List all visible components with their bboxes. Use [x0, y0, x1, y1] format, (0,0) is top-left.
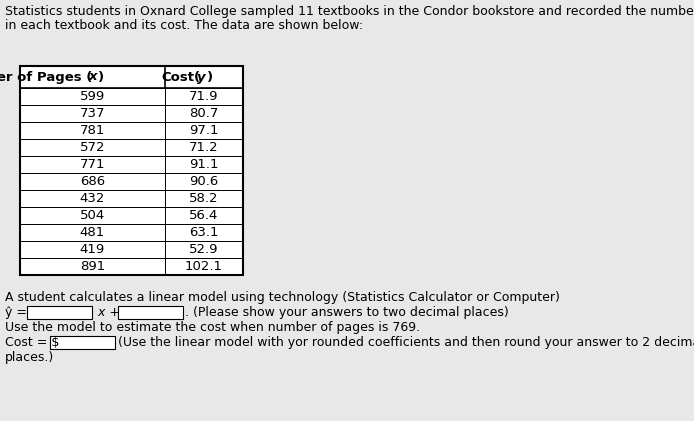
Text: 90.6: 90.6	[189, 175, 219, 188]
Text: Number of Pages (: Number of Pages (	[0, 70, 92, 83]
Text: 599: 599	[80, 90, 105, 103]
Text: 481: 481	[80, 226, 105, 239]
Text: 432: 432	[80, 192, 105, 205]
Bar	[20, 139, 243, 156]
Text: 80.7: 80.7	[189, 107, 219, 120]
Text: 737: 737	[80, 107, 105, 120]
Bar	[20, 105, 243, 122]
Bar	[20, 224, 243, 241]
Text: 97.1: 97.1	[189, 124, 219, 137]
Bar	[20, 66, 243, 275]
Text: (Use the linear model with yor rounded coefficients and then round your answer t: (Use the linear model with yor rounded c…	[118, 336, 694, 349]
Bar	[20, 122, 243, 139]
Text: 91.1: 91.1	[189, 158, 219, 171]
Bar	[20, 156, 243, 173]
Text: 52.9: 52.9	[189, 243, 219, 256]
Bar	[20, 190, 243, 207]
Text: 71.2: 71.2	[189, 141, 219, 154]
Text: 572: 572	[80, 141, 105, 154]
Text: x: x	[88, 70, 96, 83]
Text: ŷ =: ŷ =	[5, 306, 31, 319]
Text: 771: 771	[80, 158, 105, 171]
Text: A student calculates a linear model using technology (Statistics Calculator or C: A student calculates a linear model usin…	[5, 291, 560, 304]
Text: in each textbook and its cost. The data are shown below:: in each textbook and its cost. The data …	[5, 19, 363, 32]
Bar	[20, 66, 243, 88]
Bar	[20, 207, 243, 224]
Text: 63.1: 63.1	[189, 226, 219, 239]
Text: 891: 891	[80, 260, 105, 273]
Bar	[20, 258, 243, 275]
Text: 71.9: 71.9	[189, 90, 219, 103]
Text: 102.1: 102.1	[185, 260, 223, 273]
Text: ): )	[207, 70, 213, 83]
Text: Use the model to estimate the cost when number of pages is 769.: Use the model to estimate the cost when …	[5, 321, 420, 334]
Text: y: y	[196, 70, 205, 83]
Text: 56.4: 56.4	[189, 209, 219, 222]
Text: ): )	[97, 70, 103, 83]
Bar	[50, 336, 115, 349]
Bar	[20, 173, 243, 190]
Text: 686: 686	[80, 175, 105, 188]
Text: 504: 504	[80, 209, 105, 222]
Text: Cost(: Cost(	[162, 70, 201, 83]
Text: Statistics students in Oxnard College sampled 11 textbooks in the Condor booksto: Statistics students in Oxnard College sa…	[5, 5, 694, 18]
Text: Cost = $: Cost = $	[5, 336, 60, 349]
Text: . (Please show your answers to two decimal places): . (Please show your answers to two decim…	[185, 306, 509, 319]
Text: 419: 419	[80, 243, 105, 256]
Text: x +: x +	[94, 306, 124, 319]
Bar	[20, 88, 243, 105]
Bar	[118, 306, 183, 319]
Bar	[27, 306, 92, 319]
Text: 781: 781	[80, 124, 105, 137]
Bar	[20, 241, 243, 258]
Text: 58.2: 58.2	[189, 192, 219, 205]
Text: places.): places.)	[5, 351, 54, 364]
